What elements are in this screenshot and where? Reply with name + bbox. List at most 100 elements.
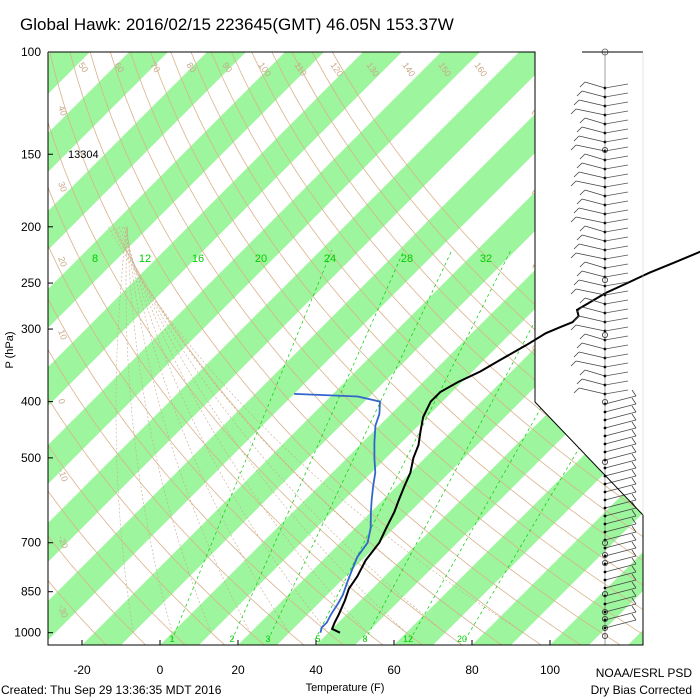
wind-barb-dot [603,554,607,558]
wind-barb [604,563,637,573]
wind-barb [604,619,637,629]
x-tick-label: 60 [387,663,401,677]
mixing-ratio-bottom-label: 8 [362,634,367,644]
y-axis-title: P (hPa) [4,331,16,368]
dry-adiabat-line [69,52,542,645]
dry-bias-note: Dry Bias Corrected [591,683,692,697]
dry-adiabat-label: 80 [184,60,198,74]
wind-barb [604,335,629,341]
wind-barb-flag [570,360,577,367]
dry-adiabat-label: 140 [400,60,417,78]
wind-barb-flag [570,180,577,187]
mixing-ratio-bottom-label: 3 [265,634,270,644]
wind-barb [581,306,606,314]
wind-barb-flag [576,198,583,205]
wind-barb-flag [631,469,637,477]
wind-barb [575,216,606,224]
wind-barb [575,108,606,116]
wind-barb [604,491,637,501]
wind-barb-dot [603,618,607,622]
moist-adiabat-label: 40 [56,104,69,117]
mixing-ratio-label: 16 [192,253,204,265]
wind-barb [604,101,629,107]
wind-barb [604,119,629,125]
wind-barb-flag [576,270,583,277]
wind-barb-flag [579,225,586,232]
wind-barb [604,155,629,161]
wind-barb-flag [579,369,586,376]
moist-adiabat-label: 10 [56,328,69,341]
level-circle [602,625,609,632]
moist-adiabat-line [126,226,251,633]
wind-barb-flag [631,405,637,413]
dry-adiabat-line [331,52,643,645]
wind-barb-flag [573,315,580,322]
wind-barb [604,254,629,260]
wind-barb [604,290,629,296]
wind-barb [604,411,637,421]
wind-barb-dot [603,426,607,430]
wind-barb-flag [631,573,637,581]
wind-barb-flag [631,445,637,453]
wind-barb [604,603,637,613]
dry-adiabat-line [271,52,643,645]
temperature-band [48,52,480,645]
wind-barb [581,162,606,170]
wind-barb-flag [631,605,637,613]
wind-barb [578,243,606,251]
x-tick-label: -20 [73,663,91,677]
wind-barb [575,144,606,152]
mixing-ratio-label: 8 [92,253,98,265]
wind-barb [578,135,606,143]
wind-barb [604,83,629,89]
wind-barb [604,531,637,541]
moist-adiabat-line [127,226,212,633]
dry-adiabat-label: 60 [112,60,126,74]
temperature-band [48,52,246,645]
sounding-series [294,250,700,634]
wind-barb-flag [631,429,637,437]
wind-barb-flag [579,81,586,88]
wind-barb-flag [579,189,586,196]
x-tick-label: 0 [157,663,164,677]
wind-barb-flag [631,477,637,485]
moist-adiabats [107,226,524,633]
x-tick-label: 40 [309,663,323,677]
wind-barb-dot [603,506,607,510]
wind-barb-flag [579,297,586,304]
wind-barb [578,315,606,323]
level-circle [602,146,609,153]
wind-barb [578,171,606,179]
wind-barb [604,443,637,453]
wind-barb-dot [603,602,607,606]
wind-barb-dot [603,514,607,518]
mixing-ratio-label: 28 [401,253,413,265]
wind-barb [604,92,629,98]
temperature-skew-label: 10 [547,396,568,417]
wind-barb-flag [570,216,577,223]
wind-barb [604,380,629,386]
wind-barb-dot [603,522,607,526]
wind-barb [604,299,629,305]
wind-barb [578,207,606,215]
moist-adiabat-line [118,226,407,633]
temperature-band [394,52,643,645]
wind-barb [578,387,606,395]
wind-barb-flag [631,389,637,397]
wind-barb-flag [576,378,583,385]
moist-adiabat-label: 20 [56,255,69,268]
wind-barb-flag [576,162,583,169]
mixing-ratio-bottom-label: 20 [457,634,467,644]
wind-barb [578,351,606,359]
dry-adiabat-line [291,52,643,645]
mixing-ratio-bottom-label: 5 [315,634,320,644]
wind-barb [604,182,629,188]
wind-barb-flag [631,397,637,405]
wind-barb [584,333,606,341]
y-tick-label: 850 [21,585,41,599]
temperature-band [48,52,324,645]
wind-barb [575,252,606,260]
x-tick-label: 80 [465,663,479,677]
mixing-ratio-bottom-label: 12 [403,634,413,644]
wind-barb-flag [579,117,586,124]
